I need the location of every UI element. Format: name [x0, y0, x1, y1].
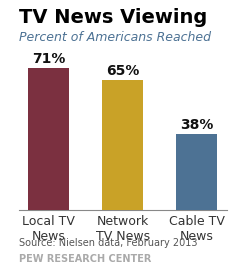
Text: 71%: 71% [32, 52, 65, 66]
Text: Percent of Americans Reached: Percent of Americans Reached [19, 31, 211, 44]
Bar [102, 80, 143, 210]
Text: PEW RESEARCH CENTER: PEW RESEARCH CENTER [19, 254, 151, 264]
Text: 38%: 38% [180, 118, 213, 132]
Text: TV News Viewing: TV News Viewing [19, 8, 207, 27]
Text: 65%: 65% [106, 64, 139, 78]
Text: Source: Nielsen data, February 2013: Source: Nielsen data, February 2013 [19, 238, 197, 248]
Bar [176, 134, 217, 210]
Bar [28, 68, 69, 210]
